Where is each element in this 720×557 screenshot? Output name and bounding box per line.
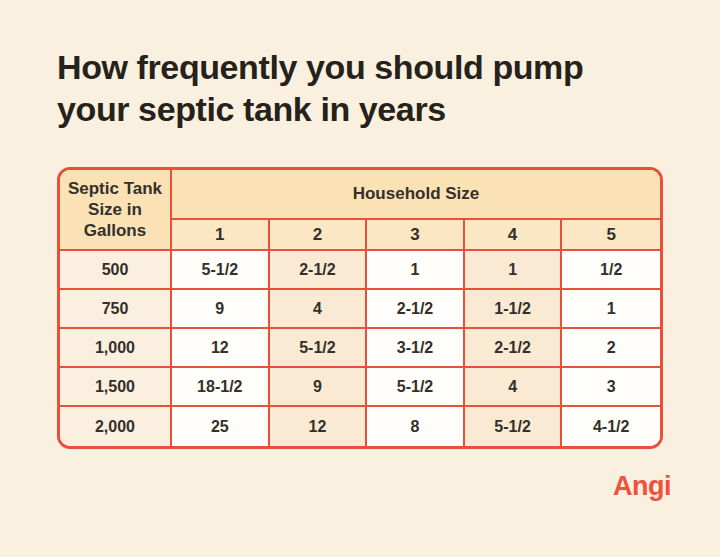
value-1500-hh4: 4	[465, 368, 563, 407]
value-1000-hh5: 2	[562, 329, 660, 368]
column-header-household-4: 4	[465, 220, 563, 251]
value-500-hh1: 5-1/2	[172, 251, 270, 290]
value-750-hh4: 1-1/2	[465, 290, 563, 329]
value-750-hh5: 1	[562, 290, 660, 329]
column-header-household-5: 5	[562, 220, 660, 251]
value-2000-hh4: 5-1/2	[465, 407, 563, 446]
row-header-tank-750: 750	[60, 290, 172, 329]
value-500-hh4: 1	[465, 251, 563, 290]
angi-logo: Angi	[613, 471, 671, 502]
page-title: How frequently you should pump your sept…	[57, 46, 687, 130]
corner-header-line-2: Size in	[88, 199, 142, 220]
value-1500-hh5: 3	[562, 368, 660, 407]
value-500-hh3: 1	[367, 251, 465, 290]
row-header-tank-500: 500	[60, 251, 172, 290]
column-header-household-3: 3	[367, 220, 465, 251]
value-2000-hh1: 25	[172, 407, 270, 446]
value-500-hh5: 1/2	[562, 251, 660, 290]
value-1500-hh1: 18-1/2	[172, 368, 270, 407]
row-header-tank-1000: 1,000	[60, 329, 172, 368]
value-2000-hh5: 4-1/2	[562, 407, 660, 446]
corner-header-line-3: Gallons	[84, 220, 146, 241]
value-1000-hh4: 2-1/2	[465, 329, 563, 368]
column-header-household-2: 2	[270, 220, 368, 251]
value-1500-hh3: 5-1/2	[367, 368, 465, 407]
value-750-hh1: 9	[172, 290, 270, 329]
value-1000-hh3: 3-1/2	[367, 329, 465, 368]
column-group-header-household-size: Household Size	[172, 170, 660, 220]
corner-header-tank-size: Septic Tank Size in Gallons	[60, 170, 172, 251]
infographic-canvas: How frequently you should pump your sept…	[0, 0, 720, 557]
value-1000-hh2: 5-1/2	[270, 329, 368, 368]
row-header-tank-2000: 2,000	[60, 407, 172, 446]
value-500-hh2: 2-1/2	[270, 251, 368, 290]
value-1500-hh2: 9	[270, 368, 368, 407]
page-title-line-1: How frequently you should pump	[57, 46, 687, 88]
row-header-tank-1500: 1,500	[60, 368, 172, 407]
value-750-hh3: 2-1/2	[367, 290, 465, 329]
value-1000-hh1: 12	[172, 329, 270, 368]
column-header-household-1: 1	[172, 220, 270, 251]
page-title-line-2: your septic tank in years	[57, 88, 687, 130]
value-2000-hh2: 12	[270, 407, 368, 446]
value-750-hh2: 4	[270, 290, 368, 329]
value-2000-hh3: 8	[367, 407, 465, 446]
septic-pump-frequency-table: Septic Tank Size in Gallons Household Si…	[57, 167, 663, 449]
corner-header-line-1: Septic Tank	[68, 178, 162, 199]
